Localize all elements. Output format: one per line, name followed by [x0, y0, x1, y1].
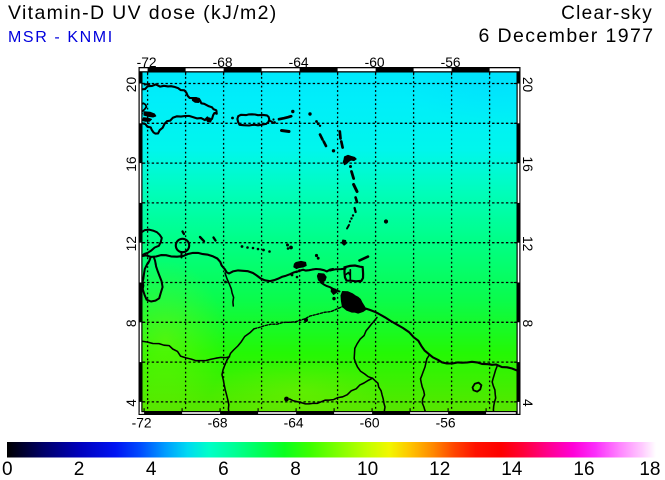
svg-text:6: 6: [218, 459, 229, 480]
svg-text:8: 8: [290, 459, 301, 480]
svg-text:14: 14: [501, 459, 523, 480]
svg-text:-68: -68: [213, 55, 233, 70]
svg-text:-72: -72: [137, 55, 157, 70]
svg-text:12: 12: [429, 459, 450, 480]
svg-text:16: 16: [520, 156, 535, 172]
svg-text:4: 4: [520, 399, 535, 407]
svg-text:4: 4: [124, 399, 139, 407]
svg-text:20: 20: [520, 77, 535, 93]
svg-text:-72: -72: [132, 415, 152, 430]
svg-text:-64: -64: [284, 415, 304, 430]
svg-text:20: 20: [124, 77, 139, 93]
svg-text:-56: -56: [441, 55, 461, 70]
svg-text:0: 0: [2, 459, 13, 480]
svg-text:8: 8: [520, 319, 535, 327]
svg-text:2: 2: [74, 459, 85, 480]
svg-text:-64: -64: [289, 55, 309, 70]
svg-text:-56: -56: [436, 415, 456, 430]
svg-text:-68: -68: [208, 415, 228, 430]
svg-text:16: 16: [124, 156, 139, 172]
svg-text:-60: -60: [360, 415, 380, 430]
svg-text:16: 16: [573, 459, 594, 480]
svg-text:-60: -60: [365, 55, 385, 70]
svg-text:12: 12: [520, 236, 535, 251]
svg-text:8: 8: [124, 319, 139, 327]
svg-text:4: 4: [146, 459, 157, 480]
svg-text:18: 18: [639, 459, 660, 480]
svg-text:12: 12: [124, 236, 139, 251]
svg-text:10: 10: [357, 459, 378, 480]
